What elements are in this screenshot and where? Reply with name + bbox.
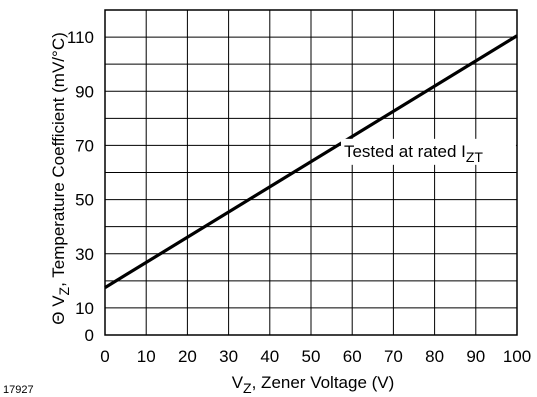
x-tick-labels: 0 10 20 30 40 50 60 70 80 90 100 [100, 347, 531, 366]
x-tick-label: 50 [302, 347, 321, 366]
x-tick-label: 20 [178, 347, 197, 366]
x-tick-label: 70 [384, 347, 403, 366]
y-tick-label: 0 [85, 326, 94, 345]
y-tick-label: 10 [75, 299, 94, 318]
x-tick-label: 80 [425, 347, 444, 366]
y-tick-labels: 0 10 30 50 70 90 110 [67, 28, 94, 345]
x-tick-label: 40 [260, 347, 279, 366]
series-group [104, 34, 518, 289]
grid-lines [105, 10, 517, 335]
y-tick-label: 90 [75, 82, 94, 101]
x-tick-label: 100 [503, 347, 531, 366]
annotation-background [340, 138, 516, 165]
y-axis-label: Θ VZ, Temperature Coefficient (mV/°C) [49, 32, 72, 325]
y-axis-label-prefix: Θ V [49, 295, 68, 325]
x-axis-label-rest: , Zener Voltage (V) [252, 373, 395, 392]
annotation: Tested at rated IZT [340, 138, 516, 165]
annotation-subscript: ZT [466, 149, 484, 165]
x-tick-label: 10 [137, 347, 156, 366]
y-tick-label: 110 [67, 28, 94, 47]
x-axis-label: VZ, Zener Voltage (V) [232, 373, 395, 396]
x-tick-label: 30 [219, 347, 238, 366]
plot-frame [104, 9, 518, 336]
x-tick-label: 90 [466, 347, 485, 366]
y-tick-label: 70 [75, 136, 94, 155]
y-tick-label: 30 [75, 245, 94, 264]
y-axis-label-rest: , Temperature Coefficient (mV/°C) [49, 32, 68, 287]
x-tick-label: 60 [343, 347, 362, 366]
x-axis-label-subscript: Z [243, 380, 252, 396]
x-tick-label: 0 [100, 347, 109, 366]
x-axis-label-main: V [232, 373, 244, 392]
annotation-text: Tested at rated IZT [344, 142, 483, 165]
figure-id: 17927 [3, 384, 34, 396]
series-line-1 [104, 34, 518, 289]
y-tick-label: 50 [75, 191, 94, 210]
y-axis-label-subscript: Z [56, 286, 72, 295]
annotation-main: Tested at rated I [344, 142, 466, 161]
